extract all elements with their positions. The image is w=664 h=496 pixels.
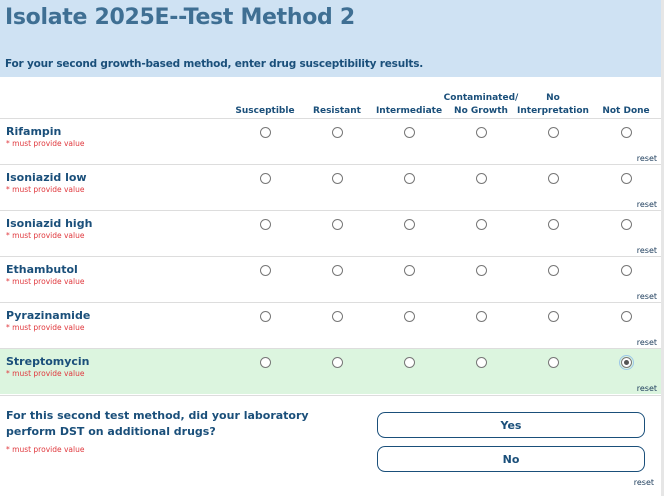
radio-option[interactable] — [475, 219, 487, 230]
radio-option[interactable] — [403, 219, 415, 230]
radio-option[interactable] — [331, 311, 343, 322]
drug-name: Streptomycin — [6, 355, 90, 368]
radio-option[interactable] — [620, 265, 632, 276]
radio-option[interactable] — [403, 311, 415, 322]
drug-name: Rifampin — [6, 125, 62, 138]
radio-option[interactable] — [403, 357, 415, 368]
required-note: * must provide value — [6, 369, 85, 378]
radio-option[interactable] — [331, 357, 343, 368]
radio-option[interactable] — [259, 127, 271, 138]
required-note: * must provide value — [6, 139, 85, 148]
drug-row: Isoniazid high * must provide value reset — [0, 210, 661, 256]
reset-link[interactable]: reset — [636, 338, 657, 347]
radio-option[interactable] — [403, 173, 415, 184]
column-header: Resistant — [313, 106, 361, 116]
radio-option[interactable] — [331, 265, 343, 276]
drug-name: Ethambutol — [6, 263, 78, 276]
radio-option[interactable] — [547, 127, 559, 138]
required-note: * must provide value — [6, 445, 85, 454]
reset-link[interactable]: reset — [636, 292, 657, 301]
radio-option[interactable] — [620, 173, 632, 184]
no-button[interactable]: No — [377, 446, 645, 472]
divider — [0, 395, 661, 396]
radio-option[interactable] — [259, 357, 271, 368]
radio-option[interactable] — [475, 173, 487, 184]
required-note: * must provide value — [6, 277, 85, 286]
radio-option[interactable] — [259, 265, 271, 276]
radio-option[interactable] — [403, 265, 415, 276]
radio-option[interactable] — [547, 311, 559, 322]
reset-link[interactable]: reset — [636, 384, 657, 393]
radio-option[interactable] — [259, 219, 271, 230]
radio-option[interactable] — [475, 357, 487, 368]
reset-link[interactable]: reset — [636, 200, 657, 209]
page-title: Isolate 2025E--Test Method 2 — [5, 5, 355, 30]
radio-option[interactable] — [620, 219, 632, 230]
radio-option[interactable] — [475, 265, 487, 276]
drug-row: Rifampin * must provide value reset — [0, 118, 661, 164]
drug-row: Ethambutol * must provide value reset — [0, 256, 661, 302]
yes-button[interactable]: Yes — [377, 412, 645, 438]
radio-option[interactable] — [547, 265, 559, 276]
radio-option[interactable] — [618, 355, 634, 370]
column-header: Contaminated/No Growth — [443, 93, 519, 116]
required-note: * must provide value — [6, 185, 85, 194]
drug-row: Streptomycin * must provide value reset — [0, 348, 661, 394]
drug-name: Isoniazid low — [6, 171, 87, 184]
radio-option[interactable] — [331, 173, 343, 184]
scrollbar[interactable] — [661, 0, 664, 496]
column-header: No Interpretation — [517, 93, 589, 116]
required-note: * must provide value — [6, 323, 85, 332]
column-header: Not Done — [602, 106, 650, 116]
radio-option[interactable] — [547, 219, 559, 230]
column-header: Intermediate — [375, 106, 443, 116]
radio-option[interactable] — [259, 173, 271, 184]
additional-drugs-question: For this second test method, did your la… — [6, 409, 309, 438]
radio-option[interactable] — [620, 127, 632, 138]
drug-row: Isoniazid low * must provide value reset — [0, 164, 661, 210]
page-header: Isolate 2025E--Test Method 2 For your se… — [0, 0, 661, 77]
radio-option[interactable] — [620, 311, 632, 322]
reset-link[interactable]: reset — [636, 154, 657, 163]
drug-name: Isoniazid high — [6, 217, 93, 230]
drug-name: Pyrazinamide — [6, 309, 91, 322]
reset-link[interactable]: reset — [636, 246, 657, 255]
radio-option[interactable] — [259, 311, 271, 322]
required-note: * must provide value — [6, 231, 85, 240]
reset-link[interactable]: reset — [633, 478, 654, 487]
radio-option[interactable] — [331, 127, 343, 138]
radio-option[interactable] — [475, 311, 487, 322]
radio-option[interactable] — [547, 357, 559, 368]
radio-option[interactable] — [547, 173, 559, 184]
radio-option[interactable] — [475, 127, 487, 138]
drug-row: Pyrazinamide * must provide value reset — [0, 302, 661, 348]
column-header: Susceptible — [235, 106, 295, 116]
radio-option[interactable] — [403, 127, 415, 138]
page-subtitle: For your second growth-based method, ent… — [5, 58, 424, 70]
radio-option[interactable] — [331, 219, 343, 230]
